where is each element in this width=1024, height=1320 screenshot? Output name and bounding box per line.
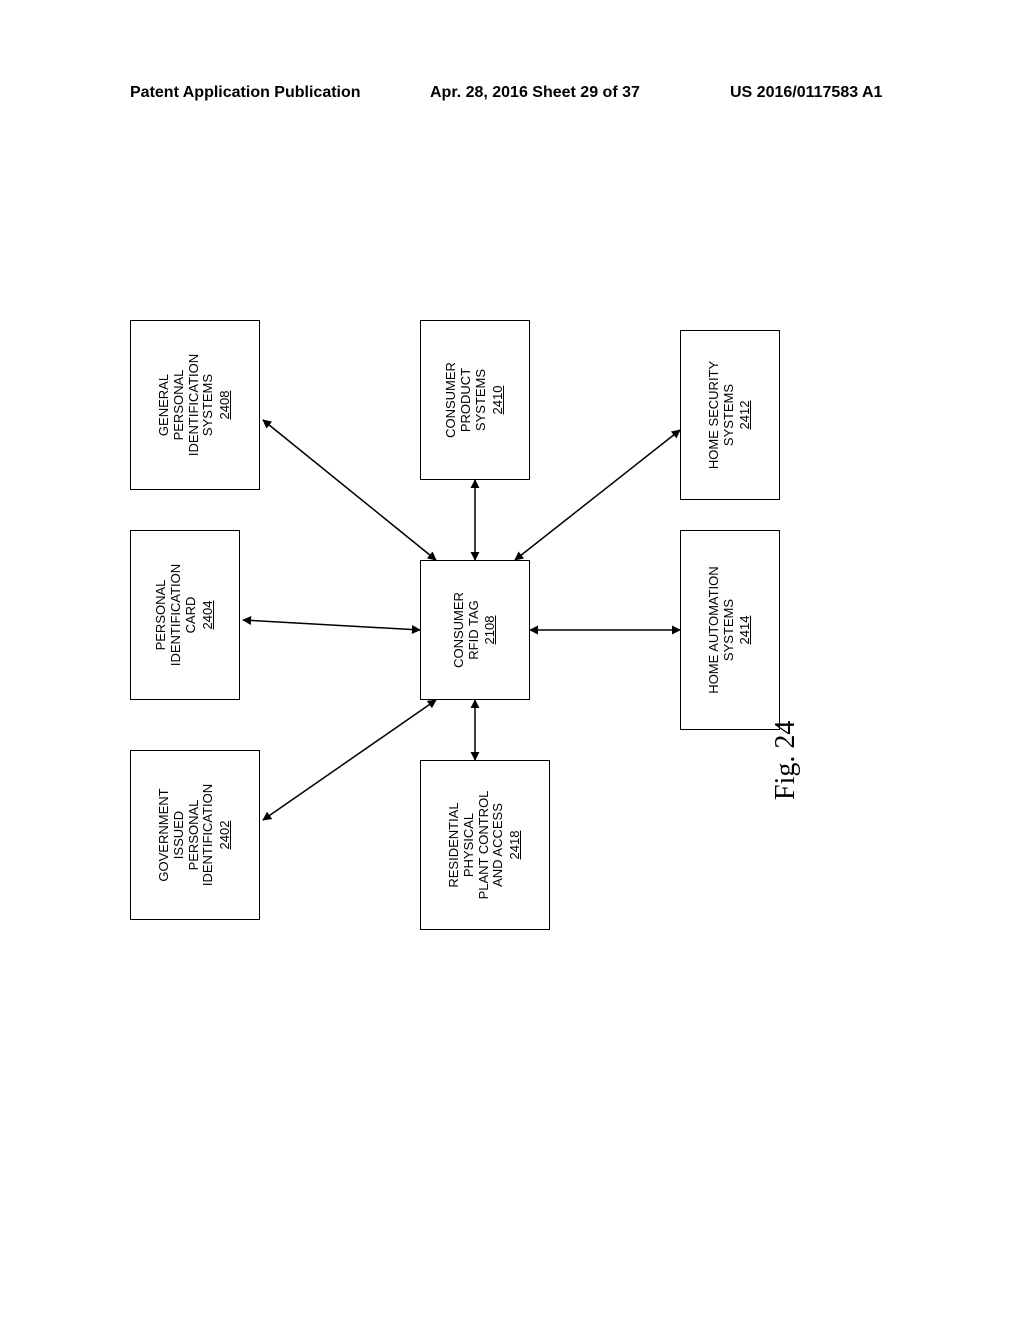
node-ref: 2108 [483,616,498,645]
node-text: PRODUCT [459,368,474,432]
header-left: Patent Application Publication [130,84,361,102]
node-text: RFID TAG [467,600,482,659]
node-text: SYSTEMS [201,374,216,436]
node-text: CONSUMER [452,592,467,668]
node-text: AND ACCESS [491,803,506,887]
edge-2 [263,420,436,560]
node-text: CARD [184,597,199,634]
edge-1 [243,620,420,630]
node-text: IDENTIFICATION [187,354,202,456]
node-text: SYSTEMS [474,369,489,431]
node-text: PERSONAL [187,800,202,871]
node-text: GOVERNMENT [157,788,172,881]
node-text: PHYSICAL [462,813,477,877]
node-home_auto: HOME AUTOMATIONSYSTEMS2414 [680,530,780,730]
node-text: ISSUED [172,811,187,859]
node-text: IDENTIFICATION [169,564,184,666]
node-ref: 2410 [491,386,506,415]
node-ref: 2408 [218,391,233,420]
node-text: SYSTEMS [722,384,737,446]
node-ref: 2418 [508,831,523,860]
node-govt: GOVERNMENTISSUEDPERSONALIDENTIFICATION24… [130,750,260,920]
node-text: PERSONAL [154,580,169,651]
node-ref: 2402 [218,821,233,850]
node-general: GENERALPERSONALIDENTIFICATIONSYSTEMS2408 [130,320,260,490]
node-residential: RESIDENTIALPHYSICALPLANT CONTROLAND ACCE… [420,760,550,930]
node-text: GENERAL [157,374,172,436]
edge-0 [263,700,436,820]
node-text: PERSONAL [172,370,187,441]
node-text: RESIDENTIAL [447,802,462,887]
diagram-canvas: CONSUMERRFID TAG2108GOVERNMENTISSUEDPERS… [100,310,860,950]
node-ref: 2412 [738,401,753,430]
node-consumer_prod: CONSUMERPRODUCTSYSTEMS2410 [420,320,530,480]
node-text: HOME AUTOMATION [707,566,722,693]
node-center: CONSUMERRFID TAG2108 [420,560,530,700]
node-text: HOME SECURITY [707,361,722,469]
node-text: SYSTEMS [722,599,737,661]
node-ref: 2414 [738,616,753,645]
node-text: IDENTIFICATION [201,784,216,886]
figure-label: Fig. 24 [770,721,802,800]
node-text: PLANT CONTROL [477,791,492,900]
node-picard: PERSONALIDENTIFICATIONCARD2404 [130,530,240,700]
header-right: US 2016/0117583 A1 [730,84,882,102]
node-ref: 2404 [201,601,216,630]
node-text: CONSUMER [444,362,459,438]
header-mid: Apr. 28, 2016 Sheet 29 of 37 [430,84,640,102]
node-home_security: HOME SECURITYSYSTEMS2412 [680,330,780,500]
edge-4 [515,430,680,560]
